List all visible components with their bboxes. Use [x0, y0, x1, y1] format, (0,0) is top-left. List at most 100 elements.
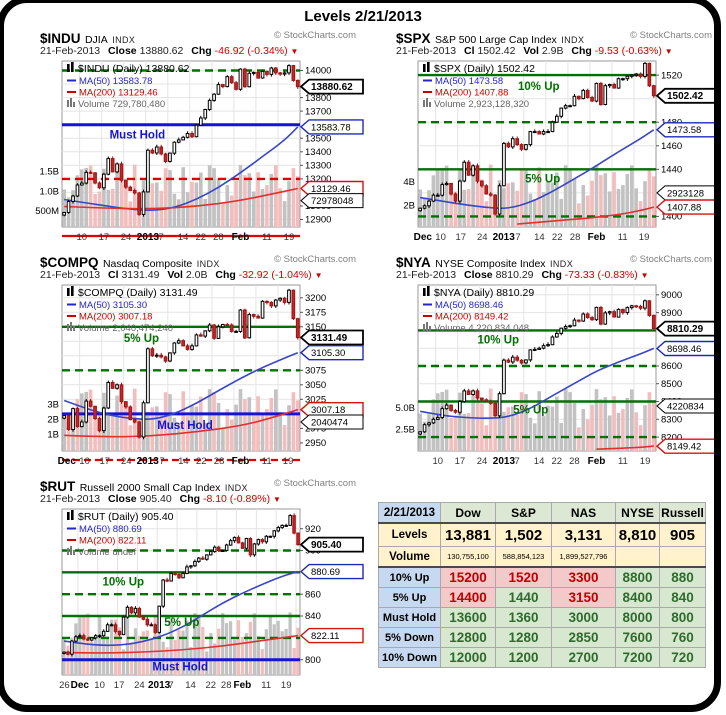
- svg-text:1.5B: 1.5B: [39, 166, 59, 177]
- svg-text:28: 28: [214, 456, 225, 467]
- chart-subheader: 21-Feb-2013 Close 13880.62 Chg -46.92 (-…: [28, 45, 364, 58]
- svg-text:$INDU (Daily) 13880.62: $INDU (Daily) 13880.62: [78, 63, 190, 75]
- svg-text:17: 17: [455, 456, 466, 467]
- table-cell: [659, 546, 706, 568]
- svg-text:13200: 13200: [305, 174, 331, 185]
- price-plot-compq: 5% Up Must Hold Dec 10 17 24 2013 7 14 22 28 Feb 11 1…: [47, 284, 364, 467]
- svg-text:5% Up: 5% Up: [164, 617, 199, 629]
- table-cell: 8000: [615, 607, 660, 628]
- svg-text:Dec: Dec: [58, 456, 77, 467]
- svg-text:$NYA (Daily) 8810.29: $NYA (Daily) 8810.29: [434, 287, 534, 299]
- chart-exchange: INDX: [550, 259, 574, 269]
- chart-date: 21-Feb-2013: [40, 269, 101, 281]
- svg-text:28: 28: [569, 456, 580, 467]
- table-row: 10% Down 12000 1200 2700 7200 720: [378, 647, 706, 668]
- svg-text:72978048: 72978048: [311, 196, 353, 207]
- svg-text:19: 19: [640, 456, 651, 467]
- svg-text:24: 24: [134, 680, 145, 691]
- stockcharts-credit: © StockCharts.com: [274, 30, 356, 41]
- svg-text:2B: 2B: [47, 415, 59, 426]
- stockcharts-credit: © StockCharts.com: [274, 254, 356, 265]
- svg-text:22: 22: [196, 456, 207, 467]
- svg-text:24: 24: [121, 456, 132, 467]
- table-cell: 720: [659, 647, 706, 668]
- svg-text:2013: 2013: [493, 232, 516, 243]
- svg-text:800: 800: [305, 655, 321, 666]
- svg-text:24: 24: [121, 232, 132, 243]
- svg-text:19: 19: [639, 232, 650, 243]
- svg-text:2013: 2013: [137, 456, 160, 467]
- svg-text:5% Up: 5% Up: [124, 333, 159, 345]
- chg-label: Chg: [571, 45, 592, 57]
- svg-text:2950: 2950: [305, 438, 326, 449]
- svg-text:14: 14: [534, 232, 545, 243]
- chart-exchange: INDX: [561, 35, 585, 45]
- svg-text:2013: 2013: [137, 232, 160, 243]
- svg-text:11: 11: [618, 232, 628, 243]
- svg-text:17: 17: [100, 456, 111, 467]
- close-label: Close: [108, 45, 137, 57]
- svg-text:1407.88: 1407.88: [667, 203, 701, 214]
- table-cell: 1,899,527,796: [551, 546, 616, 568]
- table-col-header: Dow: [440, 502, 496, 524]
- table-cell: 12800: [440, 627, 496, 648]
- chart-compq: © StockCharts.com $COMPQ Nasdaq Composit…: [28, 254, 364, 469]
- svg-text:3175: 3175: [305, 308, 326, 319]
- svg-text:MA(200) 13129.46: MA(200) 13129.46: [79, 88, 158, 99]
- svg-text:19: 19: [281, 680, 292, 691]
- svg-text:MA(200) 8149.42: MA(200) 8149.42: [435, 312, 508, 323]
- vol-value: 2.0B: [185, 269, 208, 281]
- svg-text:MA(200) 1407.88: MA(200) 1407.88: [435, 88, 508, 99]
- svg-text:3007.18: 3007.18: [311, 405, 345, 416]
- table-cell: [615, 546, 660, 568]
- svg-text:1B: 1B: [47, 429, 59, 440]
- table-cell: 8400: [615, 587, 660, 608]
- svg-text:2013: 2013: [493, 456, 516, 467]
- table-row: Must Hold 13600 1360 3000 8000 800: [378, 607, 706, 628]
- svg-text:10: 10: [435, 232, 446, 243]
- svg-text:10: 10: [77, 232, 88, 243]
- table-cell: 13,881: [440, 522, 496, 547]
- svg-text:28: 28: [213, 232, 224, 243]
- table-cell: 3,131: [551, 522, 616, 547]
- table-cell: 8,810: [615, 522, 660, 547]
- chg-label: Chg: [179, 493, 201, 505]
- svg-text:1520: 1520: [661, 70, 682, 81]
- chart-date: 21-Feb-2013: [40, 493, 101, 505]
- close-value: 13880.62: [139, 45, 184, 57]
- svg-text:880.69: 880.69: [311, 567, 340, 578]
- svg-text:MA(50) 1473.58: MA(50) 1473.58: [435, 76, 503, 87]
- svg-text:17: 17: [99, 232, 110, 243]
- table-header-row: 2/21/2013 Dow S&P NAS NYSE Russell: [378, 502, 706, 524]
- svg-text:5% Up: 5% Up: [525, 173, 560, 185]
- table-cell: 8800: [615, 566, 660, 588]
- svg-text:840: 840: [305, 611, 321, 622]
- price-plot-spx: 10% Up 5% Up Dec 10 17 24 2013 7 14 22 28 Feb 11 19 15…: [403, 60, 720, 243]
- table-cell: 3300: [551, 566, 616, 588]
- svg-text:19: 19: [283, 456, 294, 467]
- svg-text:2.5B: 2.5B: [395, 424, 415, 435]
- svg-text:8200: 8200: [661, 432, 682, 443]
- svg-text:MA(200) 822.11: MA(200) 822.11: [79, 536, 146, 547]
- svg-text:1502.42: 1502.42: [667, 91, 704, 102]
- table-cell: 2700: [551, 647, 616, 668]
- svg-text:7: 7: [515, 232, 520, 243]
- svg-text:10: 10: [79, 456, 90, 467]
- table-col-header: S&P: [495, 502, 552, 524]
- close-value: 3131.49: [121, 269, 160, 281]
- chart-index-name: Russell 2000 Small Cap Index: [79, 482, 221, 494]
- chart-header: © StockCharts.com $COMPQ Nasdaq Composit…: [28, 254, 356, 270]
- svg-text:7: 7: [159, 232, 164, 243]
- svg-text:8698.46: 8698.46: [667, 344, 701, 355]
- svg-text:2923128: 2923128: [667, 188, 704, 199]
- chg-value: -32.92 (-1.04%): [238, 269, 312, 281]
- svg-text:13583.78: 13583.78: [311, 122, 351, 133]
- svg-text:22: 22: [552, 456, 563, 467]
- svg-text:4B: 4B: [403, 177, 415, 188]
- table-row: 5% Up 14400 1440 3150 8400 840: [378, 587, 706, 608]
- svg-text:3025: 3025: [305, 395, 326, 406]
- table-cell: 1,502: [495, 522, 552, 547]
- table-cell: 1200: [495, 647, 552, 668]
- svg-text:10% Up: 10% Up: [478, 334, 520, 346]
